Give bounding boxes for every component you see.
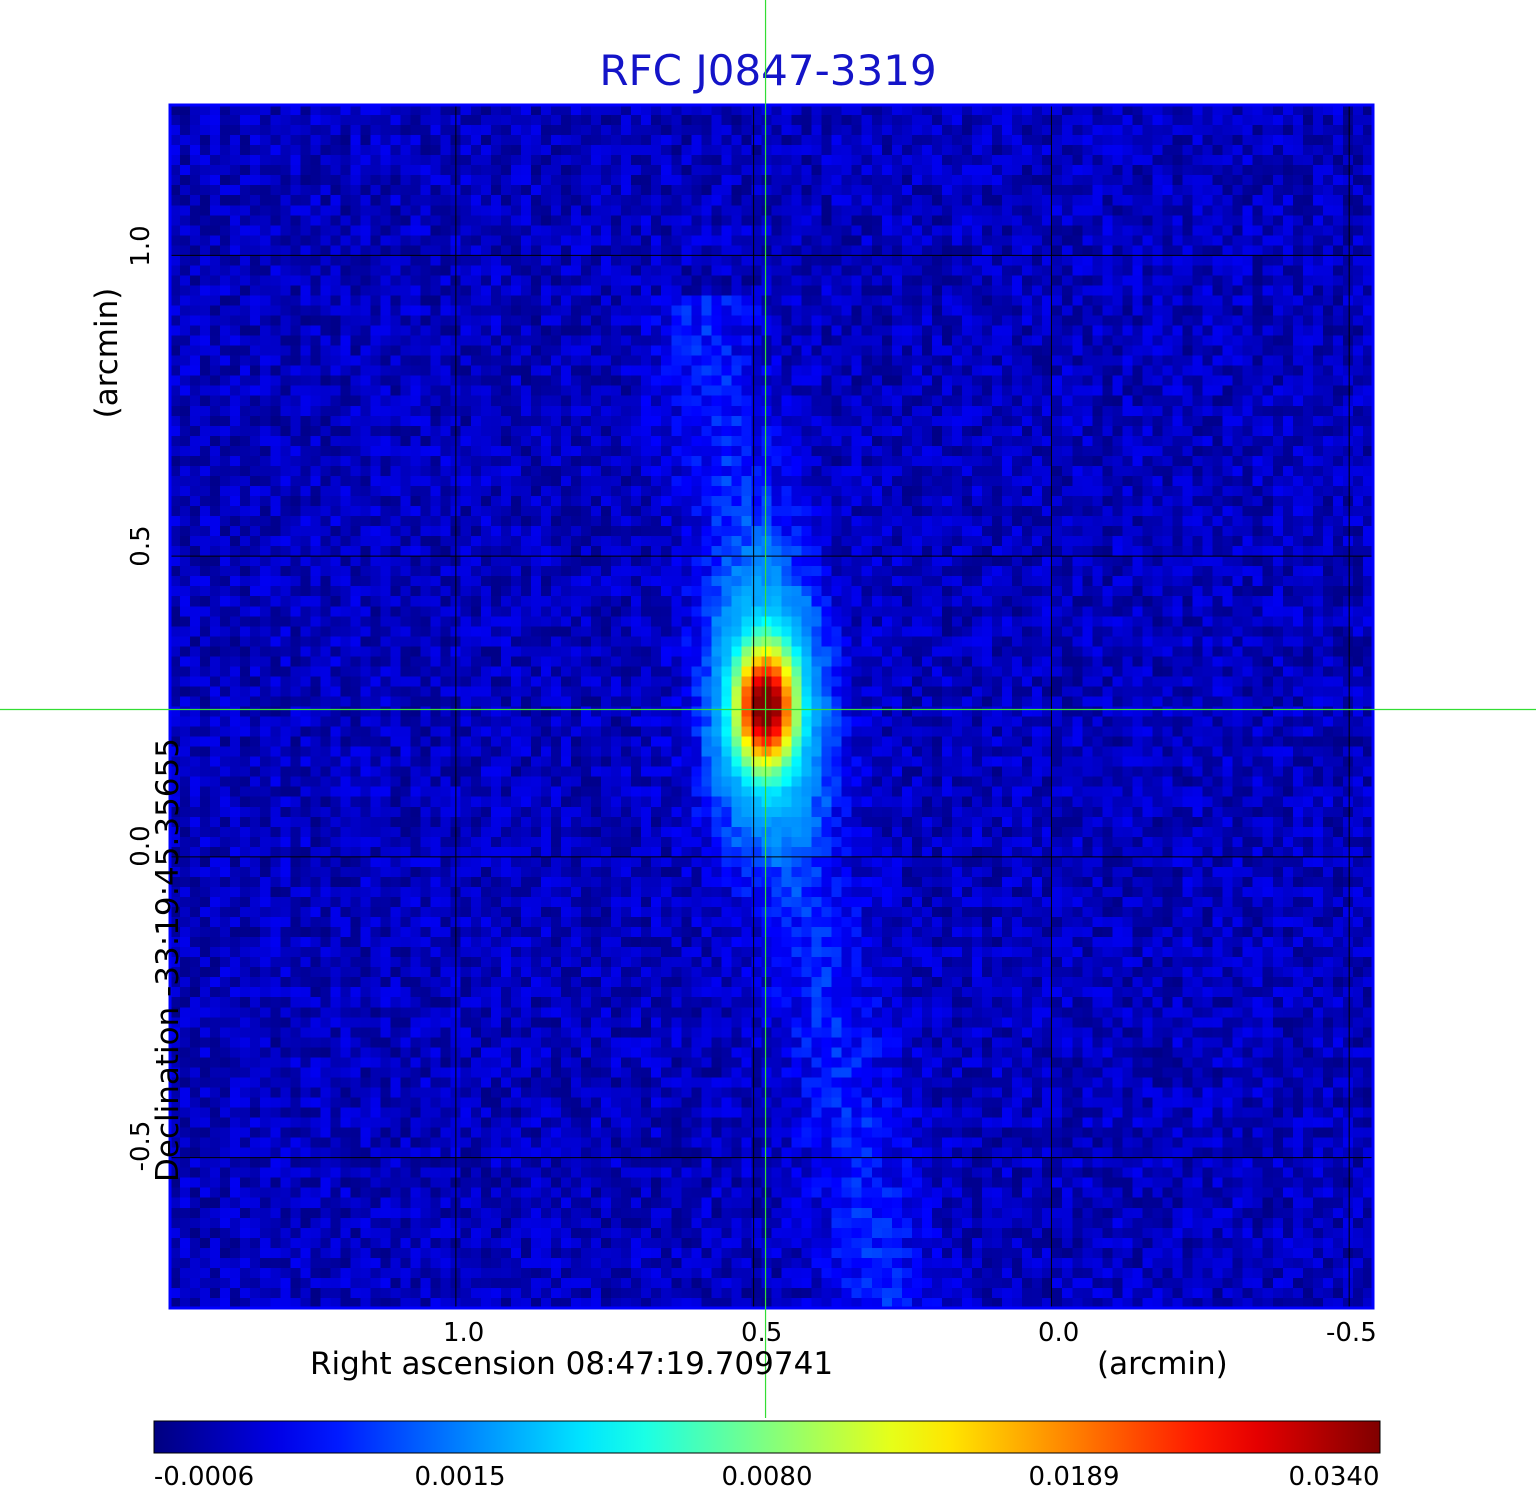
y-axis-label: Declination -33:19:45.35655 bbox=[150, 738, 186, 1182]
plot-frame bbox=[168, 103, 1375, 1310]
x-axis-unit: (arcmin) bbox=[1097, 1346, 1228, 1382]
heatmap-image bbox=[170, 105, 1373, 1308]
colorbar-tick-label: 0.0340 bbox=[1288, 1462, 1380, 1492]
x-tick-label: 0.5 bbox=[741, 1318, 783, 1348]
x-tick-label: 0.0 bbox=[1038, 1318, 1080, 1348]
y-axis-unit: (arcmin) bbox=[89, 287, 125, 419]
x-tick-label: -0.5 bbox=[1326, 1318, 1377, 1348]
colorbar-tick-label: 0.0189 bbox=[1028, 1462, 1120, 1492]
chart-title: RFC J0847-3319 bbox=[599, 46, 937, 95]
x-axis-label: Right ascension 08:47:19.709741 bbox=[310, 1346, 834, 1382]
colorbar-tick-label: 0.0015 bbox=[414, 1462, 506, 1492]
colorbar bbox=[153, 1420, 1381, 1454]
colorbar-tick-label: 0.0080 bbox=[721, 1462, 813, 1492]
colorbar-tick-label: -0.0006 bbox=[153, 1462, 255, 1492]
x-tick-label: 1.0 bbox=[443, 1318, 485, 1348]
y-tick-label: 1.0 bbox=[126, 225, 156, 267]
y-tick-label: 0.5 bbox=[126, 525, 156, 567]
